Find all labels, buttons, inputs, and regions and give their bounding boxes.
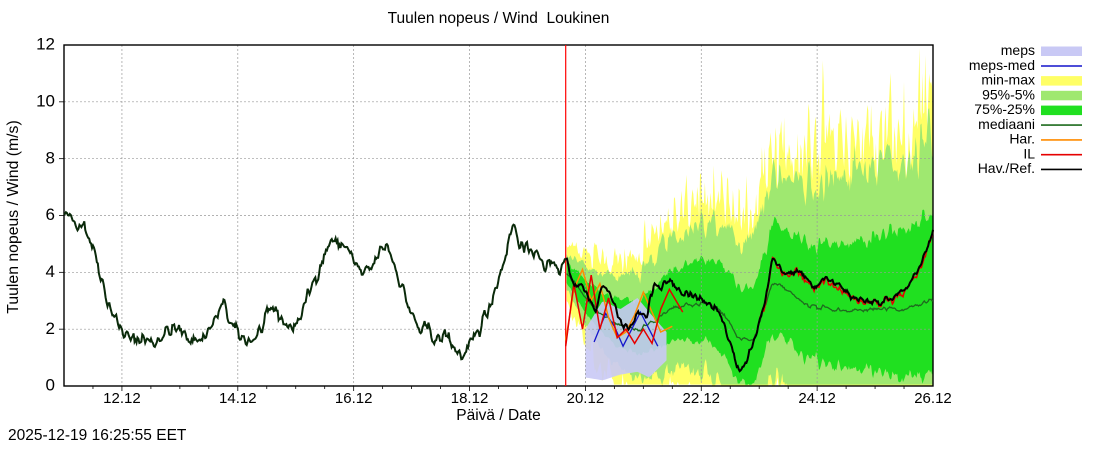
svg-text:6: 6 xyxy=(46,205,55,224)
svg-text:IL: IL xyxy=(1023,146,1035,162)
svg-text:meps: meps xyxy=(1001,42,1035,58)
svg-text:8: 8 xyxy=(46,148,55,167)
svg-text:10: 10 xyxy=(36,92,55,111)
svg-text:75%-25%: 75%-25% xyxy=(974,101,1035,117)
svg-text:24.12: 24.12 xyxy=(798,390,836,407)
svg-text:min-max: min-max xyxy=(981,72,1035,88)
svg-text:Har.: Har. xyxy=(1009,131,1035,147)
svg-text:95%-5%: 95%-5% xyxy=(982,86,1035,102)
svg-text:14.12: 14.12 xyxy=(219,390,257,407)
svg-text:12.12: 12.12 xyxy=(103,390,141,407)
svg-text:0: 0 xyxy=(46,376,55,395)
svg-text:20.12: 20.12 xyxy=(567,390,605,407)
svg-text:meps-med: meps-med xyxy=(969,57,1035,73)
svg-text:18.12: 18.12 xyxy=(451,390,489,407)
svg-text:26.12: 26.12 xyxy=(914,390,952,407)
svg-text:12: 12 xyxy=(36,35,55,54)
svg-text:4: 4 xyxy=(46,262,55,281)
svg-text:Hav./Ref.: Hav./Ref. xyxy=(978,160,1035,176)
svg-text:16.12: 16.12 xyxy=(335,390,373,407)
svg-text:22.12: 22.12 xyxy=(682,390,720,407)
svg-text:2: 2 xyxy=(46,319,55,338)
svg-text:mediaani: mediaani xyxy=(978,116,1035,132)
